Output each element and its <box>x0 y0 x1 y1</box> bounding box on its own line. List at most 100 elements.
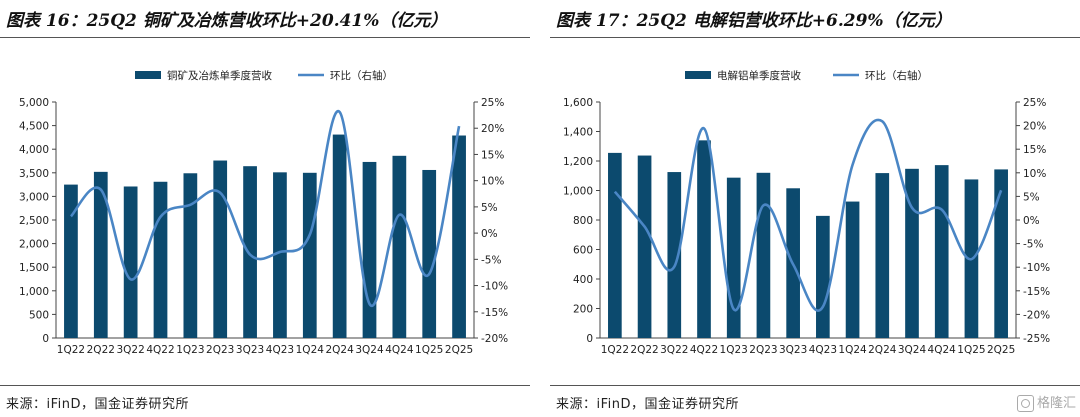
source-rule <box>550 385 1080 386</box>
x-tick-label: 2Q24 <box>868 344 897 356</box>
right-tick-label: -5% <box>1023 239 1043 251</box>
right-tick-label: -15% <box>1023 286 1050 298</box>
left-tick-label: 2,000 <box>19 239 49 251</box>
bar <box>273 172 287 338</box>
x-tick-label: 3Q22 <box>660 344 688 356</box>
chart-panel-aluminum: 图表 17：25Q2 电解铝营收环比+6.29%（亿元） 电解铝单季度营收 环比（… <box>550 0 1080 417</box>
source-note: 来源：iFinD，国金证券研究所 <box>556 397 740 412</box>
bar <box>123 186 138 338</box>
bar <box>64 184 78 338</box>
x-tick-label: 4Q22 <box>690 344 718 356</box>
right-tick-label: 10% <box>1023 168 1046 180</box>
right-tick-label: -25% <box>1023 333 1050 345</box>
right-tick-label: -5% <box>481 254 501 266</box>
legend-swatch-bar <box>135 71 161 79</box>
right-tick-label: -20% <box>481 333 508 345</box>
left-tick-label: 0 <box>586 333 593 345</box>
source-note: 来源：iFinD，国金证券研究所 <box>6 397 190 412</box>
bar <box>302 172 317 338</box>
right-tick-label: 25% <box>1023 97 1046 109</box>
bar <box>362 161 377 338</box>
right-tick-label: -10% <box>481 281 508 293</box>
left-tick-label: 200 <box>573 304 593 316</box>
bar <box>697 140 711 338</box>
left-tick-label: 1,000 <box>563 186 593 198</box>
right-tick-label: 0% <box>1023 215 1040 227</box>
left-tick-label: 0 <box>42 333 49 345</box>
legend-label: 铜矿及冶炼单季度营收 <box>167 69 272 82</box>
bar <box>243 166 257 338</box>
legend-swatch-bar <box>685 71 711 79</box>
bar <box>608 152 622 338</box>
x-tick-label: 3Q22 <box>116 344 144 356</box>
right-tick-label: 5% <box>481 202 498 214</box>
series-line <box>613 118 1003 312</box>
x-tick-label: 4Q24 <box>385 344 414 356</box>
x-tick-label: 4Q24 <box>928 344 957 356</box>
title-rule <box>550 37 1080 38</box>
x-tick-label: 3Q24 <box>355 344 384 356</box>
bar <box>875 173 890 338</box>
series-line <box>69 110 461 308</box>
bar <box>183 173 198 338</box>
x-tick-label: 1Q24 <box>296 344 325 356</box>
bar <box>213 160 228 338</box>
left-tick-label: 4,000 <box>19 144 49 156</box>
bar <box>994 169 1008 338</box>
x-tick-label: 2Q22 <box>87 344 115 356</box>
bar <box>93 171 108 338</box>
x-tick-label: 3Q24 <box>898 344 927 356</box>
right-tick-label: 0% <box>481 228 498 240</box>
left-tick-label: 800 <box>573 215 593 227</box>
x-tick-label: 4Q23 <box>266 344 294 356</box>
x-tick-label: 1Q24 <box>838 344 867 356</box>
bar <box>726 177 741 338</box>
right-tick-label: 20% <box>481 123 504 135</box>
bar <box>845 201 860 338</box>
left-tick-label: 3,500 <box>19 168 49 180</box>
x-tick-label: 3Q23 <box>779 344 807 356</box>
bar <box>934 165 949 338</box>
left-tick-label: 2,500 <box>19 215 49 227</box>
left-tick-label: 5,000 <box>19 97 49 109</box>
bar <box>667 172 682 338</box>
right-tick-label: 10% <box>481 176 504 188</box>
left-tick-label: 1,400 <box>563 127 593 139</box>
right-tick-label: 5% <box>1023 191 1040 203</box>
source-rule <box>0 385 530 386</box>
bar <box>422 169 437 338</box>
x-tick-label: 2Q23 <box>206 344 234 356</box>
bar <box>816 215 830 338</box>
aluminum-chart: 电解铝单季度营收 环比（右轴） 0 200 400 600 800 1,000 1,200 1,4… <box>563 69 1050 356</box>
watermark: 格隆汇 <box>1016 392 1076 412</box>
x-tick-label: 2Q22 <box>630 344 658 356</box>
x-tick-label: 1Q22 <box>57 344 85 356</box>
x-tick-label: 3Q23 <box>236 344 264 356</box>
right-tick-label: -20% <box>1023 309 1050 321</box>
chart-title: 图表 17：25Q2 电解铝营收环比+6.29%（亿元） <box>556 11 952 31</box>
x-tick-label: 1Q23 <box>176 344 204 356</box>
bar <box>153 181 168 338</box>
right-tick-label: 25% <box>481 97 504 109</box>
x-tick-label: 1Q25 <box>415 344 443 356</box>
left-tick-label: 400 <box>573 274 593 286</box>
legend-label: 电解铝单季度营收 <box>717 69 801 82</box>
left-tick-label: 1,500 <box>19 262 49 274</box>
right-tick-label: 15% <box>1023 144 1046 156</box>
left-tick-label: 1,000 <box>19 286 49 298</box>
title-rule <box>0 37 530 38</box>
copper-chart: 铜矿及冶炼单季度营收 环比（右轴） 0 500 1,000 1,500 2,000 2,500… <box>19 69 508 356</box>
bar <box>392 155 407 338</box>
x-tick-label: 4Q22 <box>146 344 174 356</box>
x-tick-label: 2Q25 <box>445 344 473 356</box>
x-tick-label: 2Q24 <box>325 344 354 356</box>
x-tick-label: 1Q23 <box>720 344 748 356</box>
gelonghui-logo-icon <box>1016 395 1034 412</box>
left-tick-label: 1,200 <box>563 156 593 168</box>
left-tick-label: 600 <box>573 245 593 257</box>
legend-label: 环比（右轴） <box>330 69 393 82</box>
left-tick-label: 1,600 <box>563 97 593 109</box>
x-tick-label: 1Q25 <box>957 344 985 356</box>
left-tick-label: 500 <box>29 309 49 321</box>
left-tick-label: 3,000 <box>19 191 49 203</box>
